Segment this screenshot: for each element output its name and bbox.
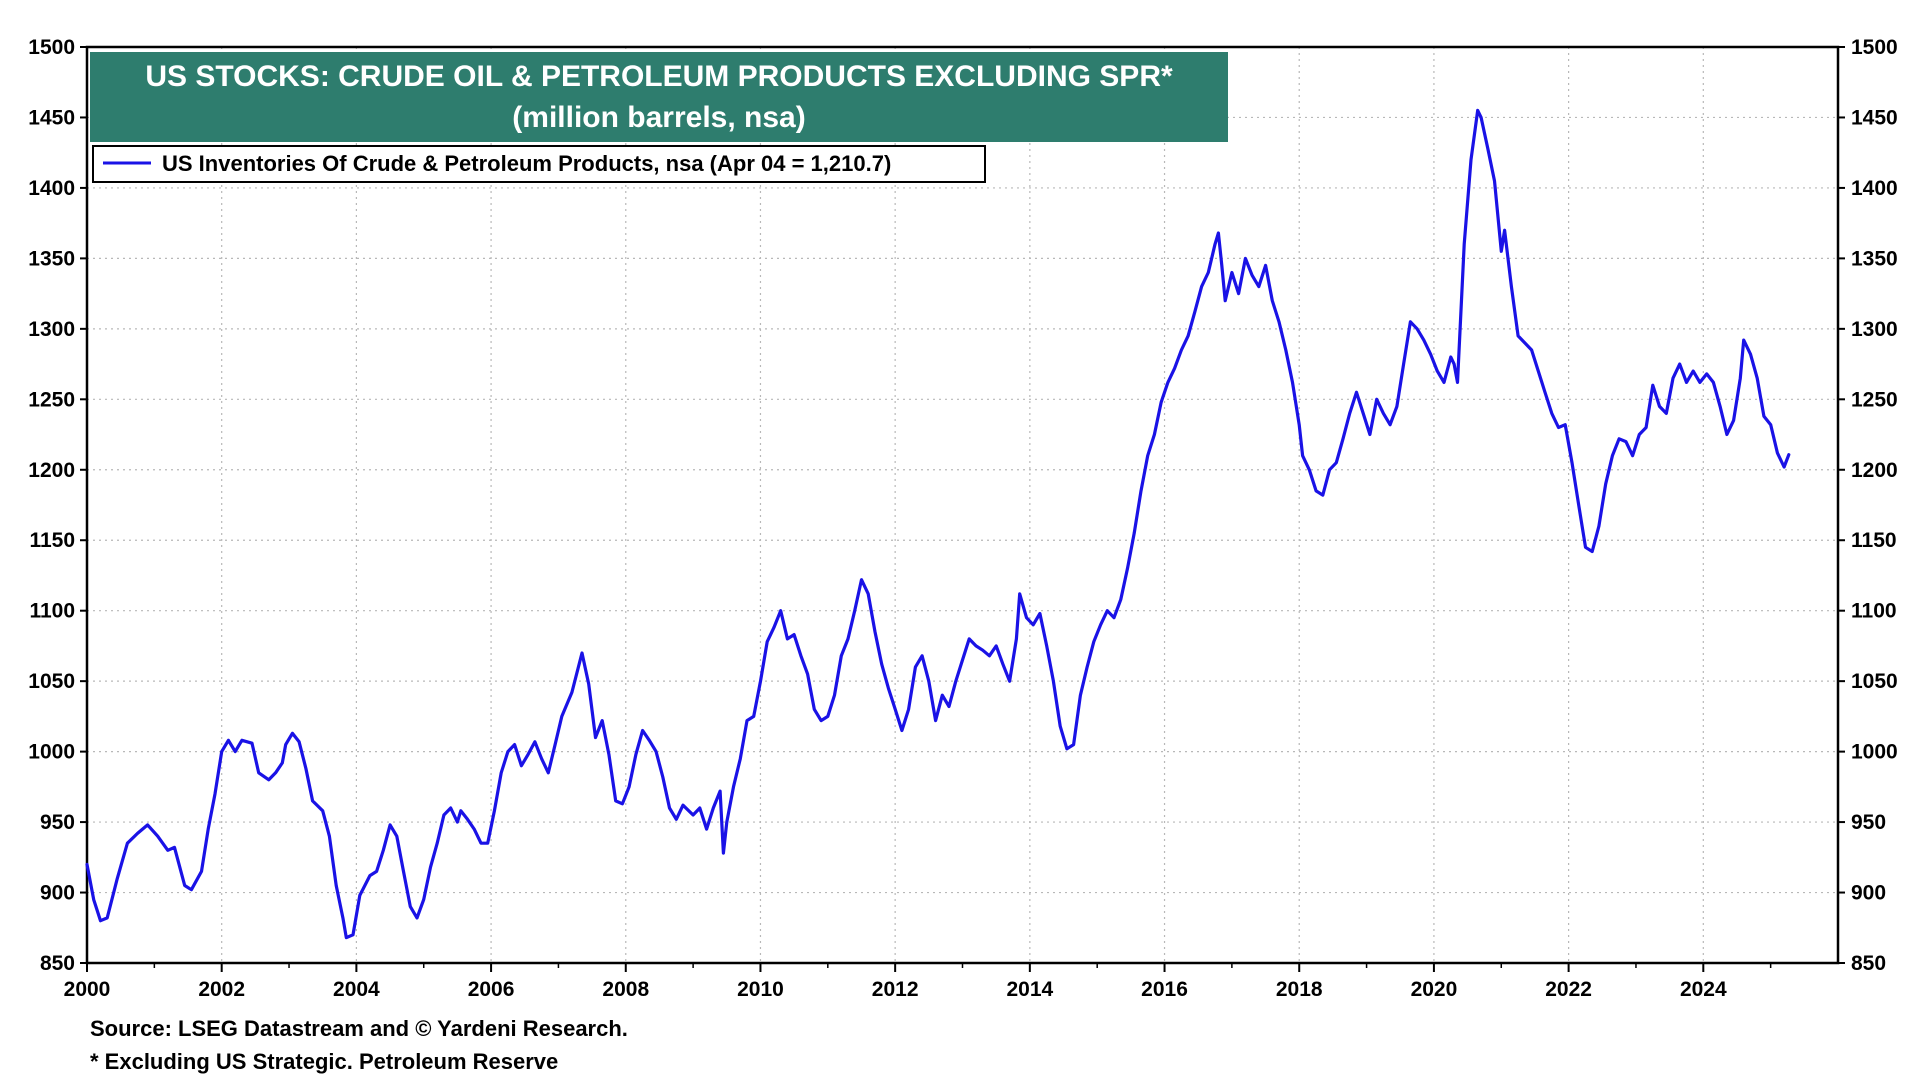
y-tick-label-right: 900 [1851,882,1886,905]
x-tick-label: 2020 [1411,978,1458,1001]
axis-layer: 850 850 900 900 950 950 1000 1000 1050 1050 1100 11… [28,36,1897,1001]
x-tick-label: 2024 [1680,978,1727,1001]
x-tick-label: 2022 [1545,978,1592,1001]
source-note: Source: LSEG Datastream and © Yardeni Re… [90,1016,628,1041]
y-tick-label-left: 1000 [28,741,75,764]
x-tick-label: 2008 [602,978,649,1001]
y-tick-label-left: 1450 [28,106,75,129]
plot-frame [85,45,1840,965]
y-tick-label-right: 1350 [1851,247,1898,270]
x-tick-label: 2018 [1276,978,1323,1001]
y-tick-label-right: 1450 [1851,106,1898,129]
y-tick-label-right: 1200 [1851,459,1898,482]
legend-label: US Inventories Of Crude & Petroleum Prod… [162,151,891,176]
y-tick-label-left: 1250 [28,388,75,411]
title-box: US STOCKS: CRUDE OIL & PETROLEUM PRODUCT… [90,52,1228,142]
footnote: * Excluding US Strategic. Petroleum Rese… [90,1049,558,1074]
series-line [85,108,1791,940]
y-tick-label-right: 1100 [1851,600,1897,623]
x-tick-label: 2016 [1141,978,1188,1001]
y-tick-label-left: 900 [40,882,75,905]
y-tick-label-right: 1300 [1851,318,1898,341]
chart-subtitle: (million barrels, nsa) [512,101,805,134]
x-tick-label: 2014 [1006,978,1053,1001]
y-tick-label-right: 1150 [1851,529,1897,552]
y-tick-label-right: 1250 [1851,388,1898,411]
y-tick-label-left: 1150 [29,529,75,552]
x-tick-label: 2000 [64,978,111,1001]
y-tick-label-left: 1300 [28,318,75,341]
x-tick-label: 2010 [737,978,784,1001]
chart-title: US STOCKS: CRUDE OIL & PETROLEUM PRODUCT… [145,60,1173,93]
title-background [90,52,1228,142]
y-tick-label-left: 850 [40,952,75,975]
grid-layer [87,47,1838,963]
x-tick-label: 2002 [198,978,245,1001]
y-tick-label-right: 1500 [1851,36,1898,59]
y-tick-label-right: 950 [1851,811,1886,834]
y-tick-label-right: 1050 [1851,670,1898,693]
y-tick-label-left: 1100 [29,600,75,623]
x-tick-label: 2006 [468,978,515,1001]
legend-frame [92,145,986,183]
y-tick-label-left: 1050 [28,670,75,693]
y-tick-label-right: 850 [1851,952,1886,975]
y-tick-label-left: 1500 [28,36,75,59]
y-tick-label-left: 1400 [28,177,75,200]
y-tick-label-left: 1200 [28,459,75,482]
y-tick-label-left: 950 [40,811,75,834]
series-layer [85,108,1791,940]
legend: US Inventories Of Crude & Petroleum Prod… [92,145,986,183]
y-tick-label-right: 1000 [1851,741,1898,764]
x-tick-label: 2004 [333,978,380,1001]
y-tick-label-left: 1350 [28,247,75,270]
y-tick-label-right: 1400 [1851,177,1898,200]
x-tick-label: 2012 [872,978,919,1001]
